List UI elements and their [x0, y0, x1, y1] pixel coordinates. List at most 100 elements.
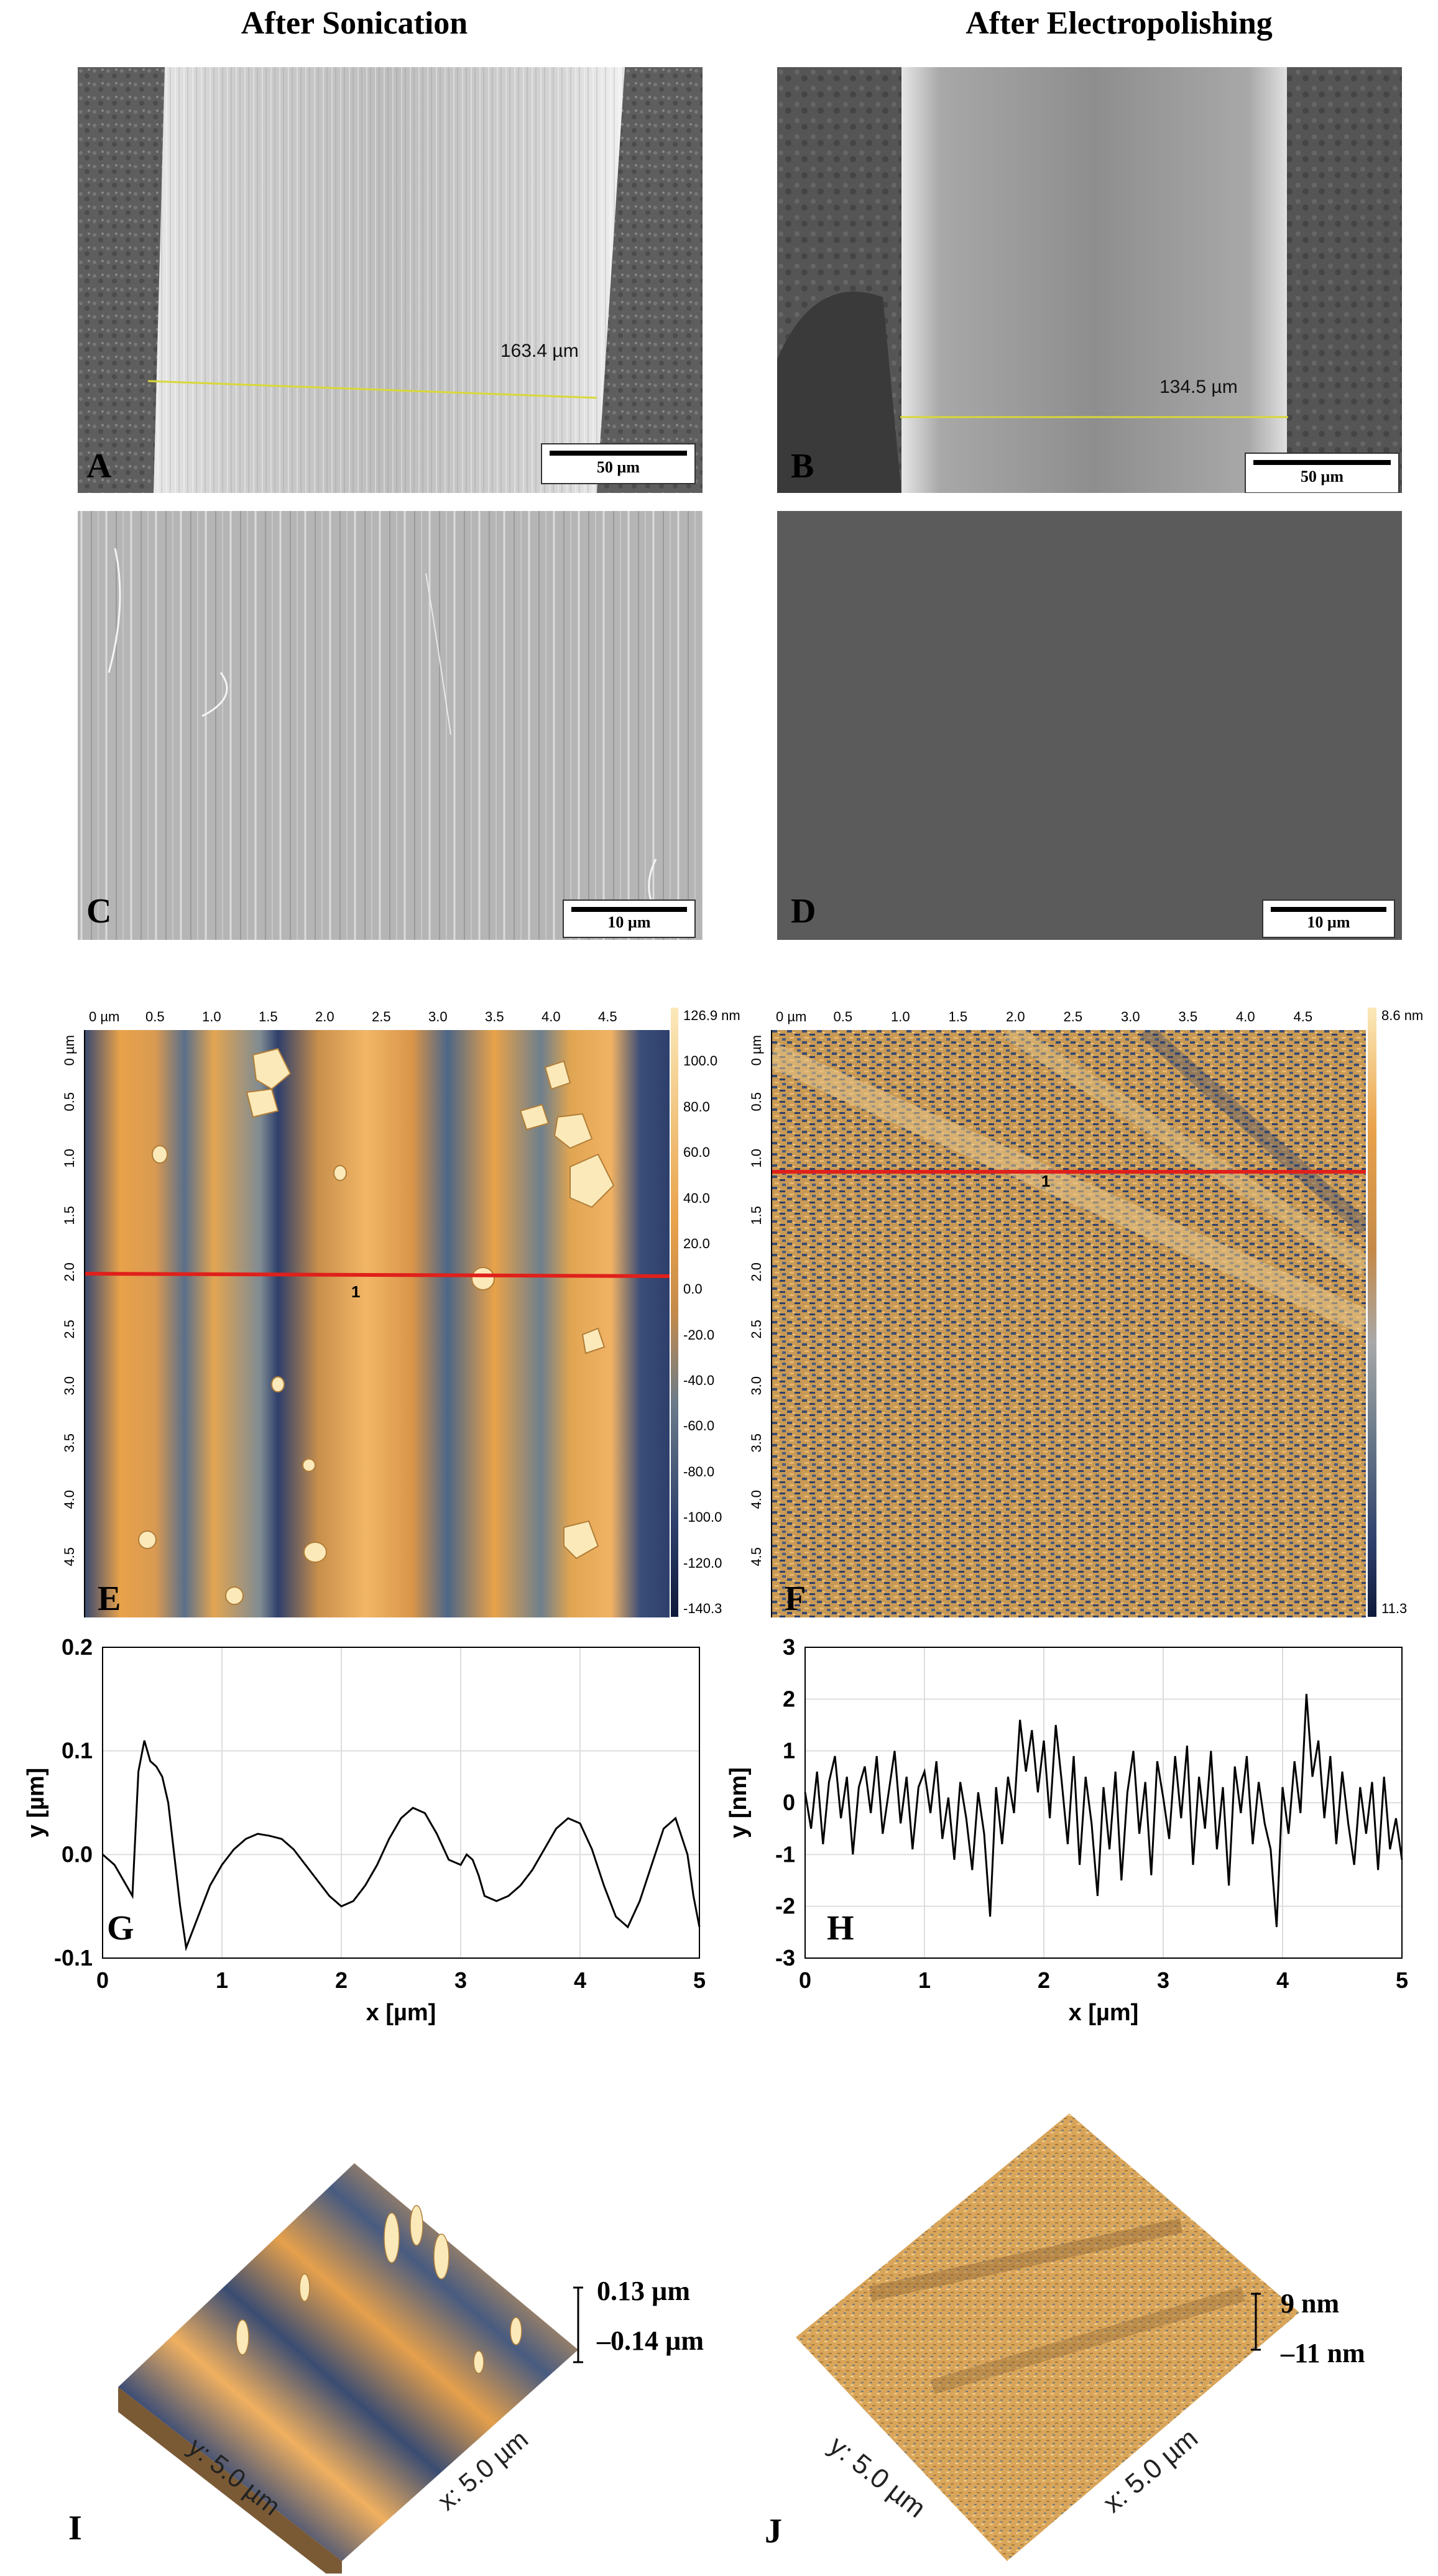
- y-tick-label: 0.1: [62, 1738, 93, 1764]
- scale-bar-c: 10 µm: [563, 899, 696, 938]
- afm-f-profile-label: 1: [1041, 1172, 1051, 1190]
- y-tick-label: 0: [783, 1790, 795, 1815]
- afm-e-x-tick: 3.5: [485, 1009, 504, 1024]
- x-tick-label: 0: [96, 1967, 109, 1993]
- panel-letter-a: A: [86, 447, 112, 485]
- scale-bar-a: 50 µm: [541, 443, 696, 484]
- afm-e-colorbar-tick: 126.9 nm: [683, 1008, 740, 1023]
- afm-e-colorbar-tick: 40.0: [683, 1190, 710, 1206]
- diameter-measurement-b: 134.5 µm: [1159, 377, 1238, 397]
- panel-letter-j: J: [765, 2512, 782, 2551]
- afm-f-colorbar: [1368, 1008, 1376, 1617]
- panel-letter-g: G: [107, 1909, 134, 1948]
- x-tick-label: 4: [574, 1967, 586, 1993]
- afm-e-colorbar-tick: 60.0: [683, 1144, 710, 1161]
- panel-letter-b: B: [791, 447, 814, 485]
- afm-f-y-tick: 0 µm: [749, 1035, 764, 1066]
- y-axis-label: y [µm]: [23, 1768, 49, 1838]
- afm-e-x-tick: 4.5: [598, 1009, 617, 1024]
- scale-bar-b: 50 µm: [1245, 453, 1399, 493]
- afm-e-y-tick: 1.0: [62, 1149, 77, 1168]
- afm-e-colorbar-tick: -140.3: [683, 1601, 722, 1616]
- afm-3d-i-z-max: 0.13 µm: [597, 2276, 691, 2306]
- plot-frame: [102, 1647, 700, 1959]
- profile-chart-g: 0 1 2 3 4 5 0.2 0.1 0.0 -0.1 x [µm] y [µm]: [23, 1635, 706, 2026]
- panel-letter-e: E: [98, 1580, 121, 1618]
- panel-letter-h: H: [827, 1909, 854, 1948]
- diameter-measurement-a: 163.4 µm: [500, 341, 579, 361]
- x-tick-label: 5: [693, 1967, 706, 1993]
- profile-series-line: [102, 1740, 701, 1952]
- x-tick-label: 5: [1396, 1967, 1408, 1993]
- afm-f-x-tick: 2.5: [1063, 1009, 1083, 1024]
- sem-image-d: 10 µm D: [777, 511, 1402, 940]
- afm-f-x-tick: 2.0: [1006, 1009, 1025, 1024]
- afm-e-colorbar-tick: -80.0: [683, 1463, 715, 1479]
- afm-f-y-tick: 0.5: [749, 1092, 764, 1111]
- afm-e-colorbar-tick: -120.0: [683, 1555, 722, 1571]
- y-tick-label: -0.1: [54, 1945, 93, 1971]
- x-tick-label: 4: [1276, 1967, 1289, 1993]
- right-column-title: After Electropolishing: [966, 6, 1273, 41]
- afm-e-y-tick: 4.5: [62, 1547, 77, 1566]
- afm-e-y-tick: 0.5: [62, 1092, 77, 1111]
- y-tick-label: -1: [775, 1841, 795, 1867]
- x-tick-label: 3: [1157, 1967, 1169, 1993]
- afm-3d-i-z-min: –0.14 µm: [597, 2325, 704, 2356]
- y-tick-label: -2: [775, 1893, 795, 1919]
- sem-image-b: 134.5 µm 50 µm B: [777, 67, 1402, 493]
- profile-series-line: [804, 1693, 1403, 1928]
- x-tick-label: 2: [1038, 1967, 1050, 1993]
- y-tick-label: 1: [783, 1738, 795, 1764]
- sem-image-a: 163.4 µm 50 µm A: [78, 67, 703, 493]
- plot-frame: [804, 1647, 1403, 1959]
- y-axis-label: y [nm]: [726, 1767, 752, 1838]
- afm-e-y-tick: 3.5: [62, 1433, 77, 1453]
- afm-e-x-tick: 1.5: [259, 1009, 278, 1024]
- afm-f-x-tick: 4.5: [1293, 1009, 1313, 1024]
- panel-letter-i: I: [68, 2509, 82, 2547]
- afm-e-colorbar-tick: -60.0: [683, 1418, 715, 1434]
- y-tick-label: 0.0: [62, 1841, 93, 1867]
- afm-e-x-tick: 3.0: [428, 1009, 448, 1024]
- x-tick-label: 2: [335, 1967, 348, 1993]
- afm-f-x-tick: 3.0: [1121, 1009, 1140, 1024]
- x-tick-label: 1: [216, 1967, 228, 1993]
- y-tick-label: 0.2: [62, 1635, 93, 1660]
- afm-e-colorbar-tick: -20.0: [683, 1327, 715, 1343]
- afm-map-e: 0 µm 0.5 1.0 1.5 2.0 2.5 3.0 3.5 4.0 4.5 0 µm 0.5 1…: [59, 1004, 740, 1638]
- afm-e-x-tick: 2.0: [315, 1009, 334, 1024]
- afm-f-x-tick: 1.5: [948, 1009, 968, 1024]
- afm-e-y-tick: 3.0: [62, 1376, 77, 1396]
- afm-f-y-tick: 4.0: [749, 1490, 764, 1509]
- afm-e-colorbar-tick: -40.0: [683, 1373, 715, 1389]
- afm-e-y-tick: 2.0: [62, 1263, 77, 1282]
- x-axis-label: x [µm]: [1069, 2000, 1139, 2026]
- afm-f-y-tick: 2.0: [749, 1263, 764, 1282]
- x-tick-label: 3: [454, 1967, 467, 1993]
- afm-3d-j: y: 5.0 µm x: 5.0 µm 9 nm –11 nm J: [746, 2089, 1430, 2574]
- afm-e-x-tick: 0 µm: [89, 1009, 120, 1024]
- panel-letter-d: D: [791, 892, 816, 931]
- x-tick-label: 1: [918, 1967, 931, 1993]
- afm-map-f: 0 µm 0.5 1.0 1.5 2.0 2.5 3.0 3.5 4.0 4.5 0 µm 0.5 1…: [746, 1004, 1430, 1638]
- afm-e-colorbar-tick: 0.0: [683, 1281, 703, 1297]
- y-tick-label: 3: [783, 1635, 795, 1660]
- x-tick-label: 0: [799, 1967, 811, 1993]
- left-column-title: After Sonication: [241, 6, 468, 41]
- afm-e-colorbar-tick: -100.0: [683, 1509, 722, 1525]
- afm-e-x-tick: 4.0: [542, 1009, 561, 1024]
- scale-bar-d: 10 µm: [1262, 899, 1395, 938]
- afm-f-y-tick: 1.0: [749, 1149, 764, 1168]
- afm-3d-j-z-min: –11 nm: [1281, 2338, 1365, 2368]
- afm-f-x-tick: 4.0: [1236, 1009, 1255, 1024]
- afm-f-colorbar-tick: 11.3: [1381, 1601, 1408, 1616]
- afm-e-colorbar-tick: 80.0: [683, 1098, 710, 1115]
- afm-f-colorbar-tick: 8.6 nm: [1381, 1008, 1424, 1023]
- afm-e-colorbar: [671, 1008, 678, 1617]
- afm-f-y-ruler: [746, 1030, 772, 1617]
- afm-f-y-tick: 1.5: [749, 1205, 764, 1225]
- afm-e-x-tick: 1.0: [202, 1009, 221, 1024]
- afm-f-x-tick: 1.0: [891, 1009, 910, 1024]
- afm-e-colorbar-tick: 100.0: [683, 1053, 718, 1069]
